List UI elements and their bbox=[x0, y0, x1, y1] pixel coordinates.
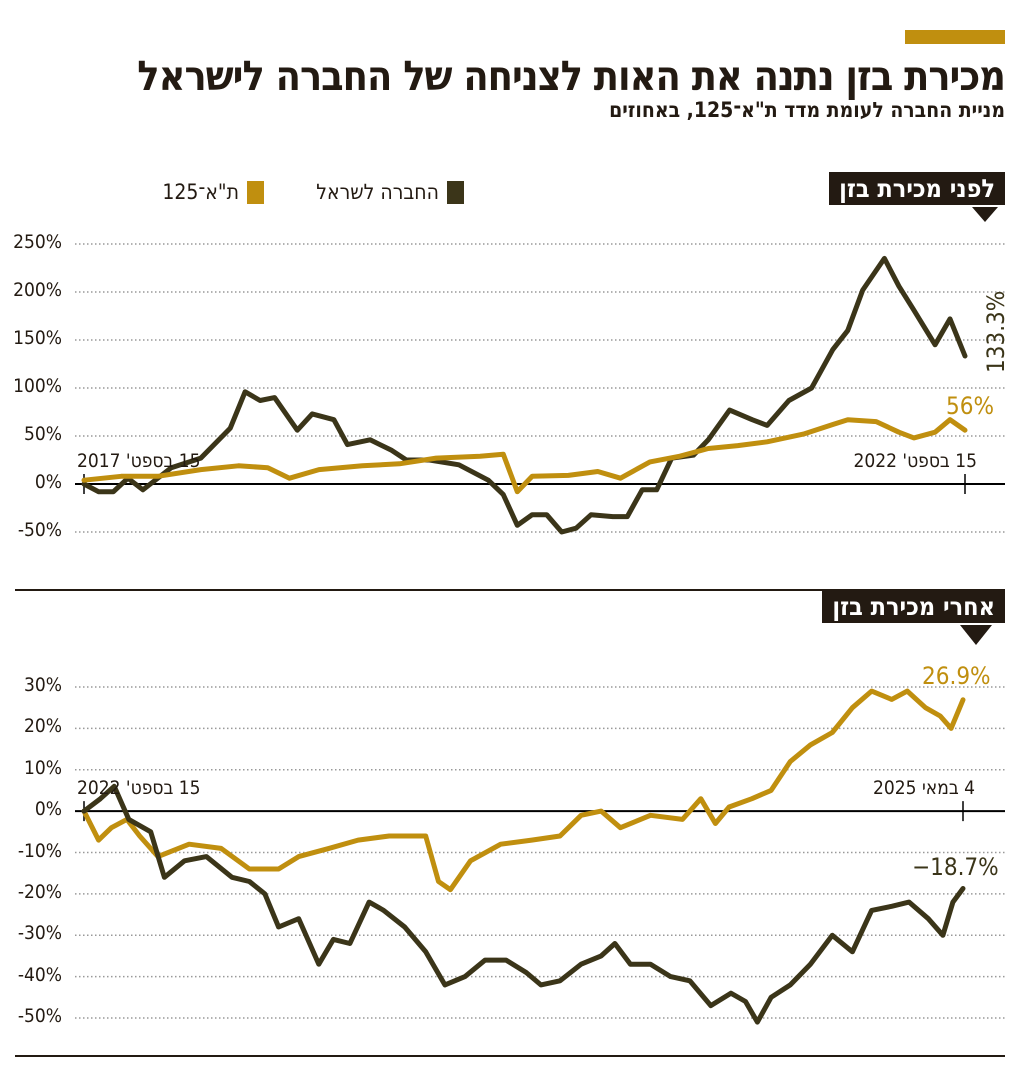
y-tick-label: 200% bbox=[13, 279, 62, 301]
y-tick-label: -20% bbox=[17, 880, 62, 903]
y-tick-label: 20% bbox=[24, 715, 62, 738]
y-tick-label: 50% bbox=[24, 423, 62, 445]
legend-swatch-company bbox=[447, 180, 464, 204]
series-line bbox=[81, 783, 966, 1025]
legend-label-company: החברה לשראל bbox=[316, 180, 439, 204]
series-line bbox=[81, 688, 966, 893]
series-end-label: 56% bbox=[946, 392, 994, 420]
chart-subtitle: מניית החברה לעומת מדד ת"א־125, באחוזים bbox=[609, 98, 1005, 122]
legend-label-index: ת"א־125 bbox=[162, 180, 239, 204]
section-label-before: לפני מכירת בזן bbox=[829, 172, 1005, 205]
legend-swatch-index bbox=[247, 180, 264, 204]
x-start-label: 15 בספט' 2017 bbox=[77, 450, 201, 472]
y-tick-label: 100% bbox=[13, 375, 62, 397]
y-tick-label: 0% bbox=[34, 798, 62, 821]
y-tick-label: 250% bbox=[13, 231, 62, 253]
series-end-label: −18.7% bbox=[912, 853, 999, 881]
y-tick-label: 30% bbox=[24, 674, 62, 696]
x-end-label: 4 במאי 2025 bbox=[873, 777, 975, 799]
y-tick-label: -30% bbox=[17, 922, 62, 945]
series-line bbox=[81, 255, 968, 535]
legend-item-company: החברה לשראל bbox=[316, 180, 464, 204]
y-tick-label: 0% bbox=[34, 471, 62, 493]
series-end-label: 133.3% bbox=[982, 290, 1010, 373]
y-tick-label: -10% bbox=[17, 839, 62, 862]
section-pointer bbox=[960, 625, 992, 645]
y-tick-label: 10% bbox=[24, 756, 62, 779]
series-end-label: 26.9% bbox=[922, 662, 991, 690]
y-tick-label: -40% bbox=[17, 963, 62, 986]
chart-title: מכירת בזן נתנה את האות לצניחה של החברה ל… bbox=[137, 52, 1006, 100]
section-label-after: אחרי מכירת בזן bbox=[822, 590, 1005, 623]
accent-bar bbox=[905, 30, 1005, 44]
x-end-label: 15 בספט' 2022 bbox=[853, 450, 977, 472]
series-line bbox=[81, 417, 968, 495]
section-pointer bbox=[972, 207, 998, 222]
y-tick-label: -50% bbox=[17, 519, 62, 541]
y-tick-label: -50% bbox=[17, 1005, 62, 1027]
x-start-label: 15 בספט' 2022 bbox=[77, 777, 201, 799]
y-tick-label: 150% bbox=[13, 327, 62, 349]
legend-item-index: ת"א־125 bbox=[162, 180, 264, 204]
